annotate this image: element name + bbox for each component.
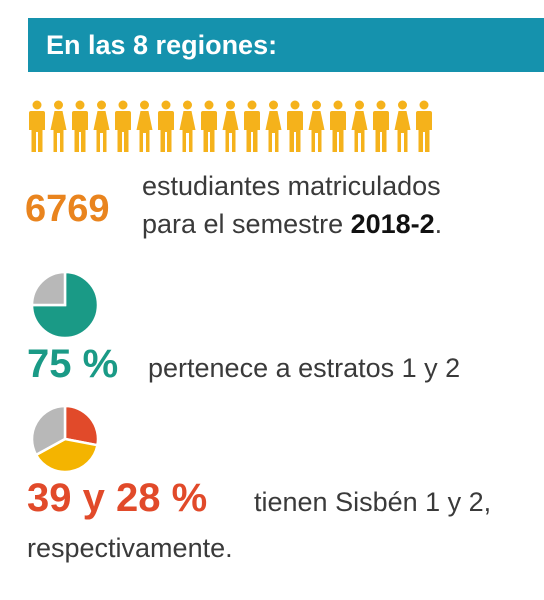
students-text-line2: para el semestre 2018-2.: [142, 206, 442, 242]
strata-percent: 75 %: [27, 342, 119, 386]
sisben-text-line2: respectivamente.: [27, 533, 233, 563]
sisben-percent: 39 y 28 %: [27, 476, 208, 520]
person-icon: [115, 100, 131, 152]
person-icon: [136, 100, 153, 152]
students-count: 6769: [25, 188, 110, 230]
person-icon: [351, 100, 368, 152]
person-icon: [93, 100, 110, 152]
semester-label: 2018-2: [350, 209, 435, 239]
strata-pie-slice-1: [30, 270, 67, 307]
person-icon: [179, 100, 196, 152]
person-icon: [50, 100, 67, 152]
students-text-suffix: .: [434, 209, 443, 239]
strata-text: pertenece a estratos 1 y 2: [148, 353, 461, 383]
person-icon: [287, 100, 303, 152]
header-banner: En las 8 regiones:: [28, 18, 544, 72]
person-icon: [330, 100, 346, 152]
banner-title: En las 8 regiones:: [46, 30, 278, 60]
sisben-pie-icon: [30, 404, 100, 474]
students-text-line1: estudiantes matriculados: [142, 171, 441, 201]
person-icon: [394, 100, 411, 152]
people-icons: [29, 100, 432, 152]
person-icon: [222, 100, 239, 152]
person-icon: [158, 100, 174, 152]
students-text-prefix: para el semestre: [142, 209, 351, 239]
person-icon: [308, 100, 325, 152]
person-icon: [72, 100, 88, 152]
person-icon: [265, 100, 282, 152]
sisben-pie-slice-0: [63, 404, 100, 447]
person-icon: [416, 100, 432, 152]
person-icon: [244, 100, 260, 152]
sisben-pie-slice-2: [30, 404, 67, 457]
strata-pie-icon: [30, 270, 100, 340]
person-icon: [29, 100, 45, 152]
person-icon: [373, 100, 389, 152]
sisben-text-line1: tienen Sisbén 1 y 2,: [254, 487, 492, 517]
people-icon-row: [26, 100, 446, 156]
person-icon: [201, 100, 217, 152]
